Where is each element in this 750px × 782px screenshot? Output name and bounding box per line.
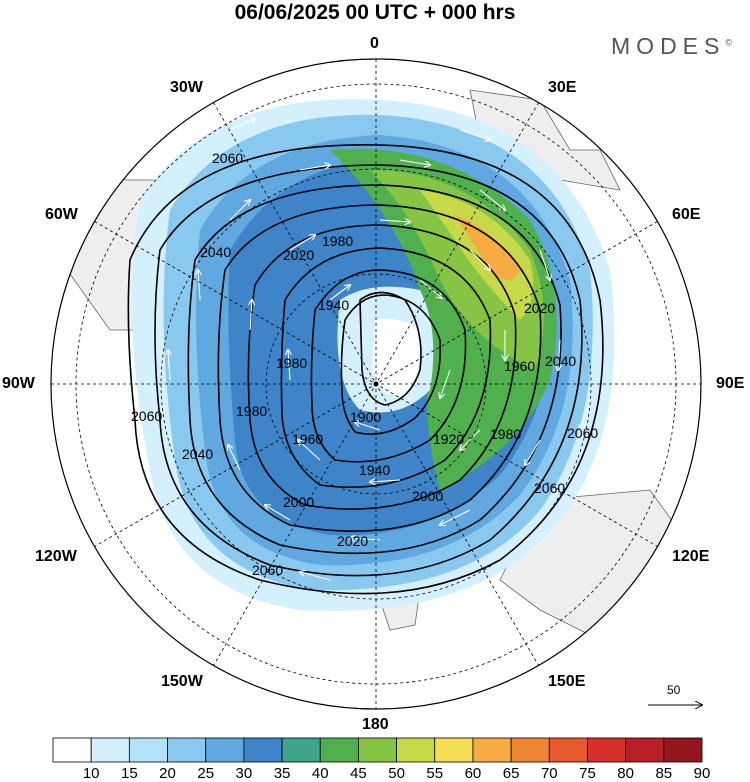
contour-label: 1960: [504, 358, 536, 374]
contour-label: 2000: [283, 494, 315, 510]
wind-speed-shading: [132, 99, 615, 611]
colorbar-box: [167, 737, 207, 763]
contour-label: 1980: [276, 355, 308, 371]
colorbar-tick-label: 80: [617, 765, 634, 782]
colorbar-box: [396, 737, 436, 763]
colorbar-tick-label: 40: [311, 765, 329, 782]
colorbar-box: [434, 737, 474, 763]
colorbar-tick-label: 65: [502, 765, 520, 782]
colorbar-box: [243, 737, 283, 763]
colorbar-tick-label: 85: [655, 765, 673, 782]
contour-label: 2060: [131, 408, 163, 424]
contour-label: 2020: [283, 247, 315, 263]
contour-label: 2020: [337, 533, 369, 549]
colorbar-box: [205, 737, 245, 763]
colorbar-tick-label: 90: [693, 765, 711, 782]
colorbar-tick-label: 30: [235, 765, 253, 782]
colorbar-box: [90, 737, 130, 763]
colorbar-box: [281, 737, 321, 763]
contour-label: 2040: [182, 446, 214, 462]
reference-vector-label: 50: [667, 683, 681, 697]
colorbar-box: [128, 737, 168, 763]
contour-label: 1940: [359, 462, 391, 478]
lon-label-0: 0: [370, 35, 379, 52]
modes-logo: MODES©: [611, 33, 732, 60]
map-boundary: [50, 58, 702, 710]
lon-label-90e: 90E: [716, 375, 745, 392]
colorbar-tick-label: 15: [121, 765, 138, 782]
contour-label: 2040: [200, 244, 232, 260]
colorbar: [52, 737, 703, 763]
lon-label-120e: 120E: [672, 548, 710, 565]
geopotential-contours: [127, 144, 604, 595]
contour-label: 2040: [545, 353, 577, 369]
wind-vectors: [168, 118, 591, 581]
colorbar-box: [319, 737, 359, 763]
contour-label: 1980: [490, 426, 522, 442]
lon-label-150e: 150E: [548, 673, 586, 690]
contour-label: 2000: [412, 488, 444, 504]
colorbar-box: [472, 737, 512, 763]
lon-label-60w: 60W: [45, 206, 78, 223]
contour-label: 2060: [567, 425, 599, 441]
lon-label-90w: 90W: [2, 375, 35, 392]
lon-label-30e: 30E: [548, 79, 577, 96]
contour-label: 1980: [322, 233, 354, 249]
map-title: 06/06/2025 00 UTC + 000 hrs: [234, 1, 516, 24]
lon-label-60e: 60E: [672, 206, 701, 223]
lon-label-180: 180: [362, 716, 389, 733]
colorbar-box: [625, 737, 665, 763]
contour-label: 1920: [433, 431, 465, 447]
contour-label: 2060: [534, 480, 566, 496]
brand-name: MODES: [611, 33, 726, 59]
lon-label-30w: 30W: [170, 79, 203, 96]
colorbar-box: [548, 737, 588, 763]
colorbar-tick-label: 25: [197, 765, 215, 782]
contour-label: 1960: [292, 431, 324, 447]
contour-label: 2060: [252, 562, 284, 578]
colorbar-tick-label: 10: [82, 765, 100, 782]
colorbar-tick-label: 60: [464, 765, 482, 782]
colorbar-tick-label: 70: [540, 765, 558, 782]
colorbar-tick-label: 35: [273, 765, 291, 782]
lon-label-150w: 150W: [161, 673, 203, 690]
colorbar-tick-label: 45: [350, 765, 367, 782]
lon-label-120w: 120W: [35, 548, 77, 565]
colorbar-box: [358, 737, 397, 763]
colorbar-tick-label: 20: [159, 765, 176, 782]
colorbar-box: [663, 737, 703, 763]
colorbar-tick-label: 50: [388, 765, 405, 782]
colorbar-box: [52, 737, 92, 763]
contour-label: 2020: [524, 300, 556, 316]
colorbar-box: [510, 737, 550, 763]
colorbar-tick-label: 75: [579, 765, 596, 782]
contour-label: 2060: [212, 150, 244, 166]
contour-label: 1940: [318, 297, 350, 313]
colorbar-box: [587, 737, 627, 763]
contour-label: 1980: [236, 403, 268, 419]
south-pole-marker: [373, 381, 379, 387]
copyright-mark: ©: [725, 37, 732, 48]
contour-label: 1900: [350, 409, 382, 425]
colorbar-tick-label: 55: [426, 765, 444, 782]
